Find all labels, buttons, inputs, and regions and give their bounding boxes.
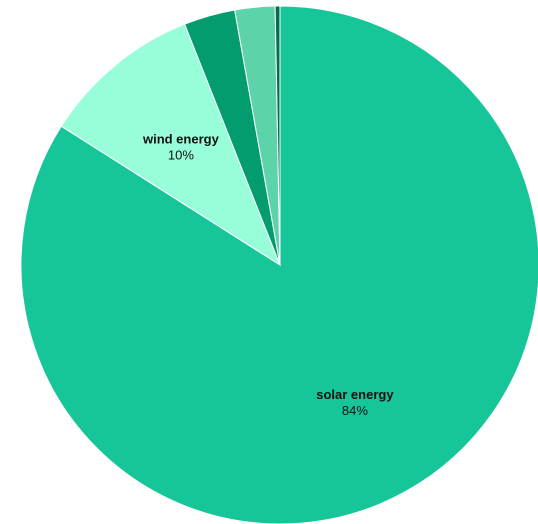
slice-label-name: wind energy bbox=[142, 131, 220, 146]
slice-label-name: solar energy bbox=[316, 387, 394, 402]
pie-slice-wind-energy bbox=[60, 23, 282, 267]
pie-slice-unlabeled-4 bbox=[274, 5, 281, 266]
slice-label-value: 84% bbox=[342, 403, 368, 418]
pie-slices bbox=[20, 5, 538, 524]
slice-label-value: 10% bbox=[168, 147, 194, 162]
